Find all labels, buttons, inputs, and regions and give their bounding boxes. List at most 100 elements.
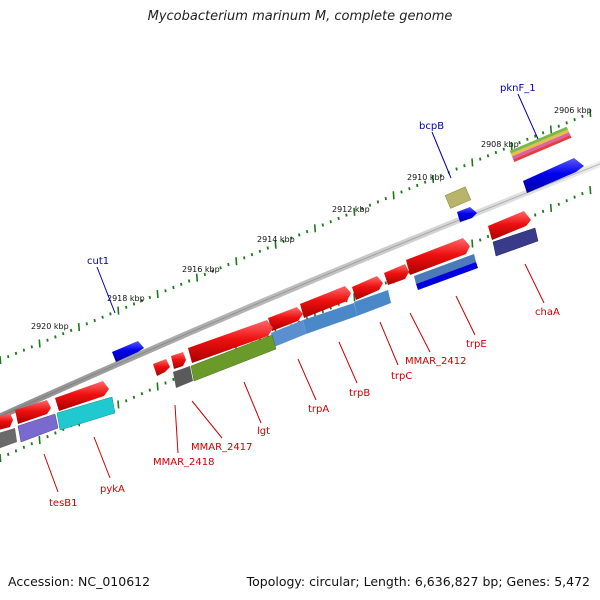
reverse-features bbox=[0, 211, 539, 449]
minor-tick bbox=[384, 281, 387, 285]
minor-tick bbox=[541, 131, 545, 135]
minor-tick bbox=[172, 377, 175, 381]
minor-tick bbox=[14, 351, 18, 355]
minor-tick bbox=[7, 355, 10, 359]
minor-tick bbox=[298, 233, 301, 237]
minor-tick bbox=[534, 213, 537, 217]
minor-tick bbox=[187, 279, 191, 283]
major-tick bbox=[274, 240, 277, 249]
kbp-label: 2920 kbp bbox=[31, 322, 69, 331]
major-tick bbox=[313, 224, 317, 233]
minor-tick bbox=[329, 220, 332, 224]
minor-tick bbox=[132, 302, 136, 306]
gene-label-trpA: trpA bbox=[308, 404, 329, 415]
minor-tick bbox=[148, 295, 151, 299]
gene-label-lgt: lgt bbox=[257, 426, 270, 437]
gene-label-MMAR_2418: MMAR_2418 bbox=[153, 457, 215, 468]
minor-tick bbox=[321, 223, 324, 227]
minor-tick bbox=[439, 174, 442, 178]
minor-tick bbox=[164, 381, 167, 385]
minor-tick bbox=[557, 124, 560, 128]
gene-block-trpA bbox=[271, 320, 306, 347]
major-tick bbox=[38, 436, 41, 445]
minor-tick bbox=[148, 388, 151, 392]
minor-tick bbox=[361, 206, 364, 211]
minor-tick bbox=[502, 147, 505, 151]
minor-tick bbox=[494, 150, 498, 155]
minor-tick bbox=[54, 335, 57, 339]
kbp-label: 2914 kbp bbox=[257, 235, 295, 244]
major-tick bbox=[353, 207, 356, 216]
minor-tick bbox=[416, 183, 419, 188]
gene-block-trpE-b bbox=[416, 262, 478, 290]
gene-arrow-pknF_1 bbox=[523, 158, 584, 193]
minor-tick bbox=[132, 395, 136, 399]
minor-tick bbox=[85, 322, 88, 326]
gene-label-MMAR_2412: MMAR_2412 bbox=[405, 356, 467, 367]
minor-tick bbox=[30, 442, 33, 446]
minor-tick bbox=[541, 209, 545, 213]
gene-arrow-edge bbox=[0, 413, 13, 430]
gene-band-yellow bbox=[510, 129, 570, 157]
gene-block-pykA bbox=[56, 396, 116, 431]
minor-tick bbox=[22, 348, 26, 352]
gene-arrow-trpC bbox=[352, 276, 383, 300]
minor-tick bbox=[400, 190, 403, 194]
minor-tick bbox=[486, 234, 490, 239]
minor-tick bbox=[62, 332, 65, 336]
gene-arrow-MMAR_2417 bbox=[171, 352, 186, 369]
minor-tick bbox=[180, 282, 183, 286]
kbp-label: 2908 kbp bbox=[481, 140, 519, 149]
forward-features bbox=[112, 126, 584, 362]
gene-block-tesB1 bbox=[17, 413, 59, 443]
minor-tick bbox=[534, 134, 537, 138]
minor-tick bbox=[172, 285, 175, 290]
major-tick bbox=[549, 203, 553, 212]
gene-label-MMAR_2417: MMAR_2417 bbox=[191, 442, 253, 453]
minor-tick bbox=[69, 328, 73, 332]
gene-arrow-trpA bbox=[268, 307, 303, 331]
major-tick bbox=[38, 339, 41, 348]
minor-tick bbox=[258, 249, 262, 253]
gene-label-pykA: pykA bbox=[100, 484, 125, 495]
minor-tick bbox=[219, 266, 222, 270]
minor-tick bbox=[109, 312, 112, 316]
minor-tick bbox=[565, 121, 568, 125]
gene-label-cut1: cut1 bbox=[87, 256, 109, 267]
major-tick bbox=[156, 290, 159, 299]
gene-label-tesB1: tesB1 bbox=[49, 498, 78, 509]
minor-tick bbox=[14, 449, 18, 453]
minor-tick bbox=[282, 239, 285, 243]
minor-tick bbox=[557, 202, 560, 206]
gene-band-green bbox=[509, 126, 568, 154]
gene-block-trpE-a bbox=[414, 254, 476, 284]
minor-tick bbox=[290, 236, 293, 240]
label-connectors bbox=[43, 93, 545, 493]
minor-tick bbox=[337, 216, 340, 220]
minor-tick bbox=[93, 318, 96, 323]
minor-tick bbox=[479, 238, 482, 242]
minor-tick bbox=[573, 195, 576, 199]
minor-tick bbox=[581, 192, 584, 196]
gene-arrow-lgt bbox=[188, 320, 273, 363]
major-tick bbox=[471, 239, 474, 248]
minor-tick bbox=[30, 345, 33, 349]
minor-tick bbox=[408, 187, 411, 191]
major-tick bbox=[589, 108, 592, 118]
minor-tick bbox=[376, 200, 380, 204]
minor-tick bbox=[565, 199, 568, 203]
minor-tick bbox=[384, 197, 387, 201]
minor-tick bbox=[486, 154, 490, 158]
minor-tick bbox=[423, 180, 427, 184]
minor-tick bbox=[227, 262, 230, 267]
gene-block-trpC bbox=[354, 290, 391, 316]
major-tick bbox=[195, 273, 199, 282]
gene-block-chaA bbox=[492, 227, 539, 257]
major-tick bbox=[77, 323, 81, 332]
topology-text: Topology: circular; Length: 6,636,827 bp… bbox=[246, 574, 590, 589]
minor-tick bbox=[7, 452, 10, 456]
minor-tick bbox=[203, 272, 206, 276]
major-tick bbox=[156, 382, 159, 391]
kbp-label: 2906 kbp bbox=[554, 106, 592, 115]
